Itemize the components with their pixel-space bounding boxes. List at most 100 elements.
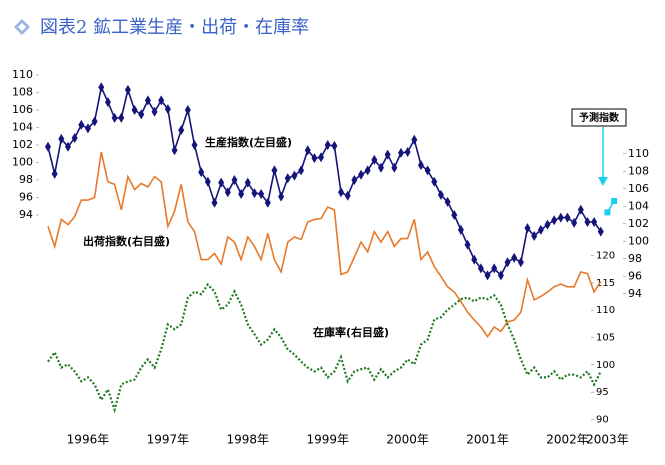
y-tick-label: 94 [19,208,33,221]
y-tick-label: 102 [12,138,33,151]
y-tick-label: 98 [19,173,33,186]
y2-tick-label: 96 [628,269,642,282]
data-point [464,239,471,250]
y3-tick-label: 115 [596,278,615,289]
data-point [364,165,371,176]
data-point [491,263,498,274]
y-tick-label: 106 [12,103,33,116]
annotation-arrowhead [598,177,608,186]
x-tick-label: 1996年 [67,433,110,447]
x-tick-label: 2003年 [586,433,629,447]
data-point [78,119,85,130]
y2-tick-label: 110 [628,147,649,160]
data-point [604,209,611,216]
data-point [211,197,218,208]
data-point [331,140,338,151]
data-point [551,215,558,226]
data-point [84,123,91,134]
data-point [45,141,51,152]
data-point [318,152,325,163]
data-point [304,145,311,156]
data-point [164,104,171,115]
data-point [358,169,365,180]
data-point [591,217,598,227]
data-point [537,224,544,235]
y3-tick-label: 120 [596,250,615,261]
data-point [511,252,518,263]
data-point [151,106,158,117]
y2-tick-label: 106 [628,182,649,195]
data-point [384,149,391,160]
data-point [577,204,584,215]
data-point [104,97,111,108]
data-point [404,147,411,157]
series-label: 生産指数(左目盛) [205,135,292,149]
series-line [47,151,602,339]
data-point [338,187,345,198]
y-tick-label: 104 [12,121,33,134]
data-point [431,176,438,187]
chart-title: 図表2 鉱工業生産・出荷・在庫率 [40,17,309,38]
data-point [171,145,178,156]
y-tick-label: 108 [12,86,33,99]
data-point [284,173,291,184]
data-point [198,167,205,178]
data-point [278,191,285,202]
data-point [584,217,591,227]
data-point [351,175,358,185]
y2-tick-label: 108 [628,164,649,177]
data-point [324,140,331,150]
data-point [371,154,378,165]
data-point [244,177,251,188]
data-point [98,82,105,93]
y3-tick-label: 100 [596,360,615,371]
data-point [517,257,524,268]
data-point [424,165,431,176]
data-point [298,165,305,176]
data-point [218,177,225,188]
x-tick-label: 1997年 [147,433,190,447]
data-point [138,109,145,120]
data-point [51,168,58,179]
data-point [178,125,185,136]
y-tick-label: 96 [19,191,33,204]
data-point [204,176,211,187]
y2-tick-label: 94 [628,287,642,300]
data-point [71,133,78,143]
x-tick-label: 2001年 [466,433,509,447]
y3-tick-label: 95 [596,387,609,398]
series-label: 在庫率(右目盛) [313,325,389,339]
series-line [47,282,602,414]
data-point [264,197,271,208]
data-point [378,162,384,173]
data-point [504,257,511,268]
data-point [397,147,404,158]
y3-tick-label: 90 [596,415,609,426]
x-tick-label: 2002年 [546,433,589,447]
data-point [224,187,231,198]
data-point [391,162,398,173]
data-point [411,134,418,145]
y-tick-label: 100 [12,156,33,169]
data-point [611,198,618,204]
data-point [497,270,504,281]
data-point [291,170,298,181]
annotation: 予測指数 [579,111,620,124]
data-point [557,212,564,223]
y3-tick-label: 110 [596,305,615,316]
data-point [417,160,424,171]
data-point [191,140,198,150]
annotation-box [571,108,627,127]
data-point [597,226,604,237]
data-point [471,254,478,265]
data-point [124,84,131,95]
data-point [571,217,578,228]
data-point [457,224,464,235]
data-point [144,95,151,106]
data-point [271,165,278,176]
data-point [58,133,65,144]
y3-tick-label: 105 [596,333,615,344]
data-point [437,189,444,200]
data-point [344,190,351,201]
